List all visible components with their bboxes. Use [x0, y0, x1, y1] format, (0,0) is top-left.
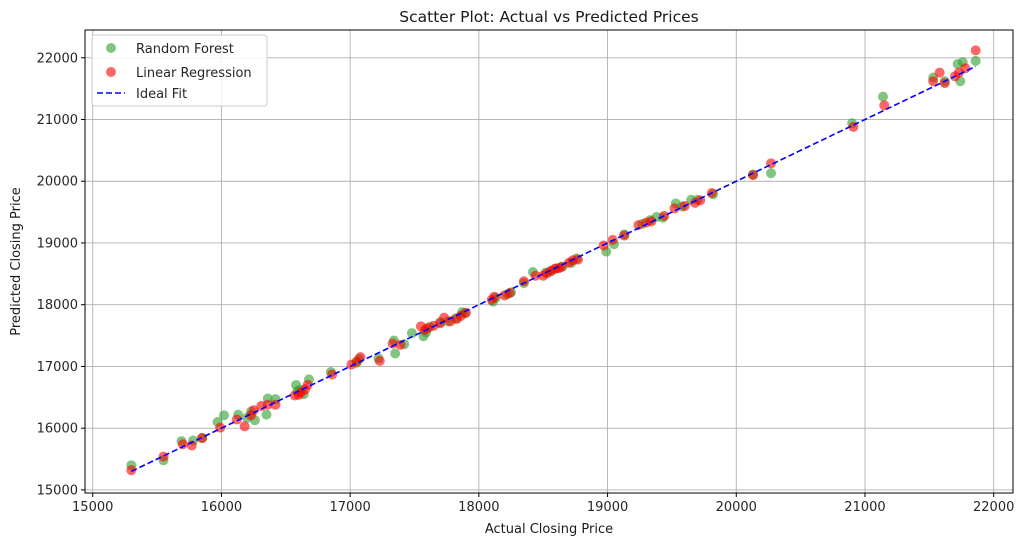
y-axis-ticks: 15000 16000 17000 18000 19000 20000 21000 22000	[37, 51, 85, 498]
linear-regression-point	[928, 76, 939, 87]
linear-regression-point	[197, 433, 208, 444]
y-tick-label: 22000	[37, 51, 78, 66]
y-axis-label: Predicted Closing Price	[9, 187, 24, 336]
legend-marker-random-forest	[106, 43, 116, 53]
x-tick-label: 16000	[201, 500, 242, 515]
random-forest-point	[970, 55, 981, 66]
ideal-fit-line	[130, 65, 977, 473]
y-tick-label: 19000	[37, 236, 78, 251]
chart-title: Scatter Plot: Actual vs Predicted Prices	[399, 8, 698, 26]
legend-label-random-forest: Random Forest	[136, 42, 234, 57]
legend: Random Forest Linear Regression Ideal Fi…	[91, 34, 268, 107]
linear-regression-point	[633, 220, 644, 231]
linear-regression-point	[934, 67, 945, 78]
x-tick-label: 20000	[716, 500, 757, 515]
legend-marker-linear-regression	[106, 67, 116, 77]
linear-regression-point	[518, 276, 529, 287]
linear-regression-point	[126, 465, 137, 476]
linear-regression-point	[960, 63, 971, 74]
x-axis-label: Actual Closing Price	[485, 522, 613, 537]
y-tick-label: 16000	[37, 422, 78, 437]
x-tick-label: 17000	[329, 500, 370, 515]
random-forest-point	[878, 91, 889, 102]
x-tick-label: 21000	[844, 500, 885, 515]
linear-regression-points	[126, 45, 981, 476]
linear-regression-point	[970, 45, 981, 56]
linear-regression-point	[395, 339, 406, 350]
legend-label-linear-regression: Linear Regression	[136, 66, 252, 81]
random-forest-point	[406, 328, 417, 339]
linear-regression-point	[669, 203, 680, 214]
linear-regression-point	[489, 291, 500, 302]
linear-regression-point	[248, 405, 259, 416]
y-tick-label: 15000	[37, 483, 78, 498]
linear-regression-point	[572, 254, 583, 265]
plot-frame	[84, 29, 1014, 494]
linear-regression-point	[177, 439, 188, 450]
linear-regression-point	[460, 307, 471, 318]
y-tick-label: 20000	[37, 175, 78, 190]
linear-regression-point	[374, 355, 385, 366]
y-tick-label: 21000	[37, 113, 78, 128]
random-forest-point	[219, 410, 230, 421]
random-forest-point	[766, 168, 777, 179]
random-forest-point	[390, 348, 401, 359]
linear-regression-point	[619, 230, 630, 241]
x-tick-label: 15000	[72, 500, 113, 515]
legend-box	[91, 34, 268, 107]
grid-lines	[85, 30, 1013, 493]
ideal-fit-line-group	[130, 65, 977, 473]
linear-regression-point	[939, 78, 950, 89]
linear-regression-point	[158, 451, 169, 462]
y-tick-label: 18000	[37, 298, 78, 313]
random-forest-point	[261, 409, 272, 420]
y-tick-label: 17000	[37, 360, 78, 375]
linear-regression-point	[879, 100, 890, 111]
x-tick-label: 22000	[973, 500, 1014, 515]
x-axis-ticks: 15000 16000 17000 18000 19000 20000 21000 22000	[72, 493, 1014, 515]
x-tick-label: 19000	[587, 500, 628, 515]
linear-regression-point	[387, 338, 398, 349]
linear-regression-point	[231, 414, 242, 425]
linear-regression-point	[270, 399, 281, 410]
linear-regression-point	[327, 369, 338, 380]
linear-regression-point	[748, 170, 759, 181]
legend-label-ideal-fit: Ideal Fit	[136, 87, 187, 102]
linear-regression-point	[239, 421, 250, 432]
x-tick-label: 18000	[458, 500, 499, 515]
